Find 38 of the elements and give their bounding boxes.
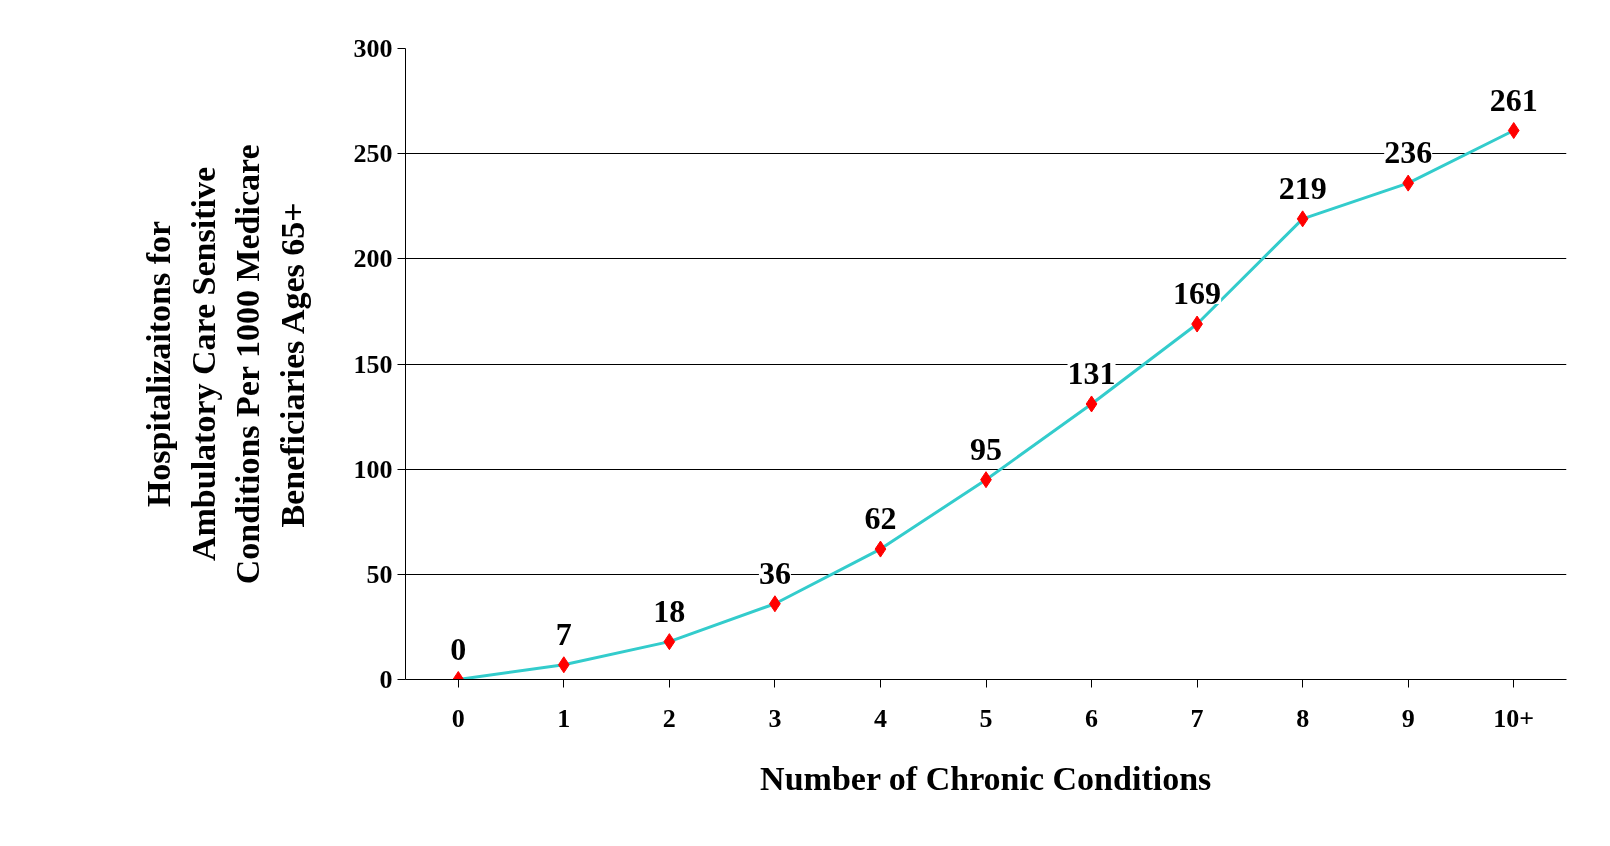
y-tick-label: 250: [353, 139, 393, 169]
x-tick-label: 2: [662, 703, 676, 733]
data-label: 169: [1173, 275, 1222, 312]
y-axis-title: Hospitalizaitons for Ambulatory Care Sensitive Conditions Per 1000 Medicare Beneficiaries Ages 65+: [140, 144, 311, 585]
data-label: 36: [758, 554, 791, 591]
data-label: 236: [1384, 134, 1433, 171]
y-tick-label: 300: [353, 34, 393, 63]
data-label: 62: [864, 500, 897, 537]
y-tick-label: 50: [366, 559, 393, 589]
x-tick-label: 10+: [1493, 703, 1535, 733]
y-tick-label: 100: [353, 454, 393, 484]
x-tick-label: 7: [1190, 703, 1204, 733]
data-label: 261: [1489, 81, 1538, 118]
x-tick-label: 4: [873, 703, 887, 733]
point: [1507, 122, 1520, 140]
x-tick-label: 9: [1401, 703, 1415, 733]
data-label: 18: [653, 592, 686, 629]
data-label: 0: [450, 630, 467, 667]
data-label: 95: [970, 430, 1002, 467]
point: [1402, 174, 1415, 192]
x-tick-label: 0: [451, 703, 465, 733]
x-tick-label: 8: [1296, 703, 1310, 733]
point: [557, 656, 570, 674]
point: [874, 540, 887, 558]
x-tick-label: 3: [768, 703, 782, 733]
data-label: 131: [1067, 354, 1116, 391]
data-label: 7: [555, 615, 572, 652]
point: [1296, 210, 1309, 228]
y-tick-label: 200: [353, 244, 393, 274]
point: [1085, 395, 1098, 413]
x-axis-title: Number of Chronic Conditions: [760, 759, 1212, 797]
x-tick-label: 6: [1085, 703, 1099, 733]
data-label: 219: [1278, 169, 1327, 206]
y-tick-label: 150: [353, 349, 393, 379]
x-tick-label: 1: [557, 703, 571, 733]
y-tick-label: 0: [379, 665, 393, 694]
point: [663, 633, 676, 651]
x-tick-label: 5: [979, 703, 993, 733]
